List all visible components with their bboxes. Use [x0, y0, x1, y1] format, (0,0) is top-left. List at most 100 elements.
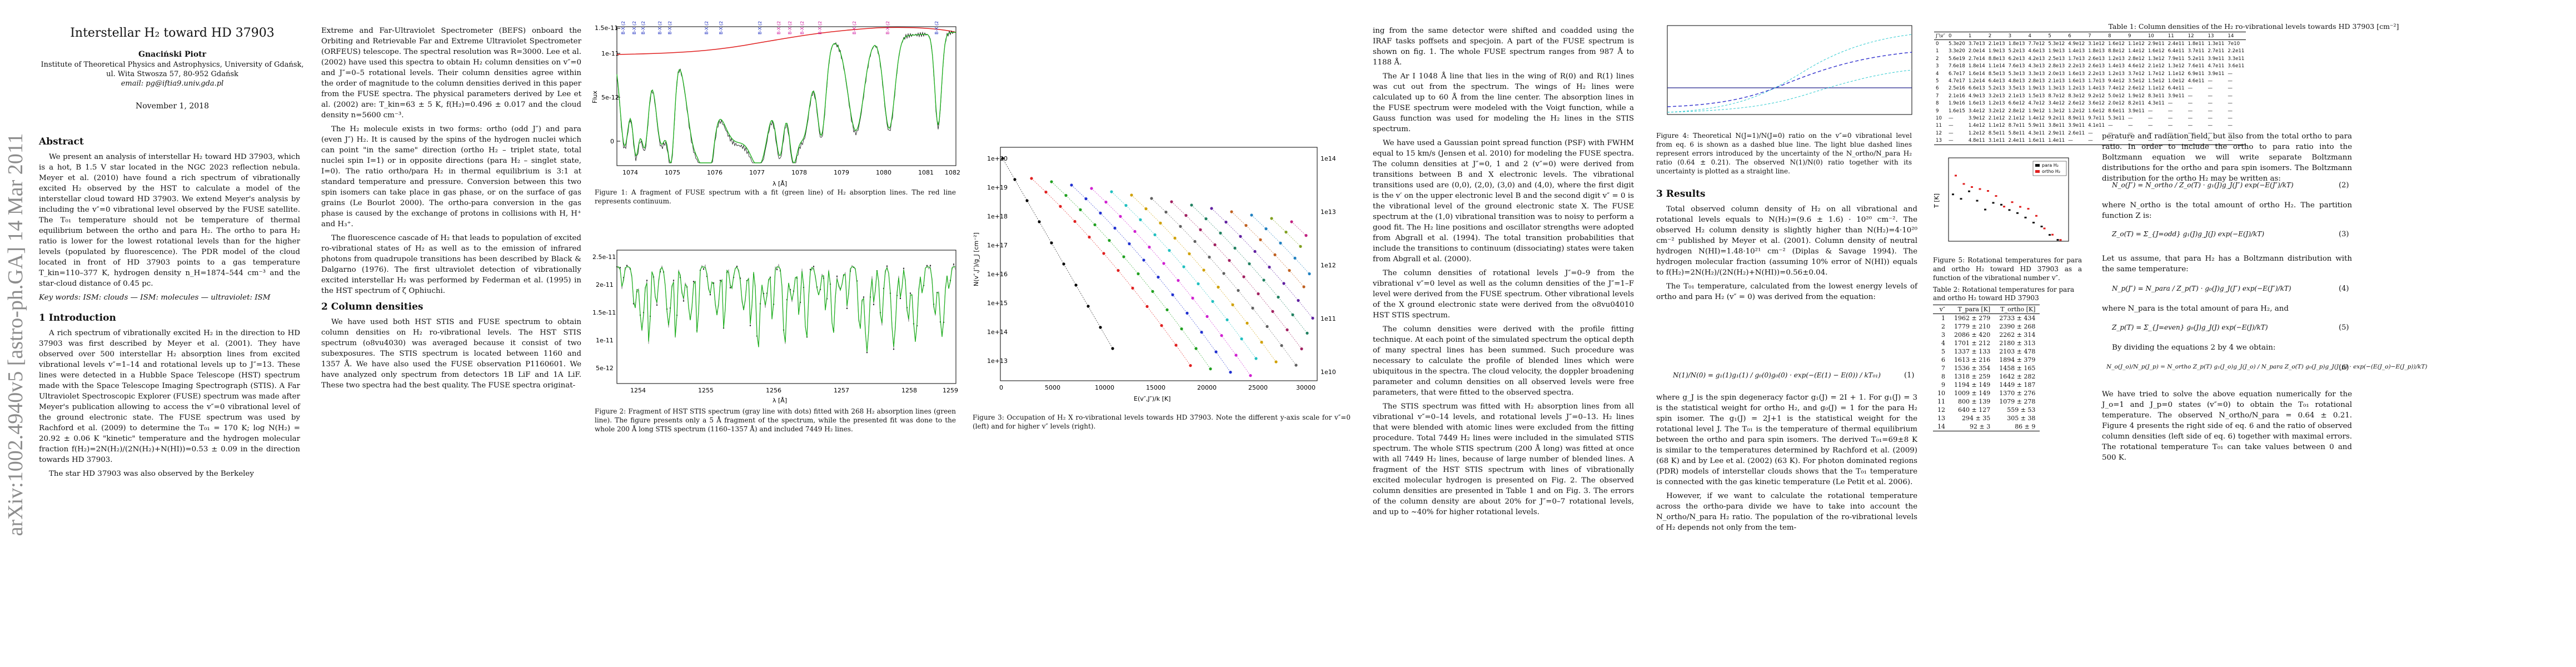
- paragraph: Extreme and Far-Ultraviolet Spectrometer…: [321, 27, 581, 120]
- table-1-cell: 2.1e16: [1948, 93, 1965, 99]
- level-point: [1087, 305, 1090, 308]
- y-tick-label: 2.5e-11: [592, 253, 616, 261]
- table-1-cell: —: [2226, 137, 2246, 145]
- level-point: [1219, 231, 1222, 235]
- paragraph: where g_J is the spin degeneracy factor …: [1656, 394, 1917, 486]
- table-1-cell: 2.5e13: [2048, 56, 2065, 62]
- occupation-series: [1001, 157, 1314, 377]
- plot-frame: [616, 26, 956, 166]
- level-point: [1090, 187, 1093, 190]
- level-series-line: [1131, 195, 1277, 362]
- y-tick-label: 1e+13: [987, 357, 1008, 365]
- data-point: [709, 294, 711, 296]
- table-1-cell: 3.3e20: [1948, 48, 1965, 54]
- level-point: [1249, 374, 1252, 377]
- x-axis-label: E(v″,J″)/k [K]: [1134, 395, 1170, 402]
- table-1-cell: 1: [1936, 48, 1939, 54]
- table-1-cell: —: [2228, 93, 2233, 99]
- y-axis-label: T [K]: [1934, 193, 1940, 208]
- table-1-cell: 7.6e13: [2008, 63, 2025, 69]
- table-2-header-cell: T_para [K]: [1950, 305, 1995, 314]
- data-point: [672, 280, 675, 281]
- level-point: [1088, 236, 1091, 239]
- table-1-cell: 5.2e13: [1988, 86, 2005, 92]
- line-label: B-X (2,0) P(3): [667, 21, 672, 34]
- table-1-header-cell: J″\v″: [1934, 31, 1947, 41]
- paragraph: The column densities were derived with t…: [1373, 325, 1634, 397]
- table-2-cell: 800 ± 139: [1958, 398, 1991, 405]
- table-row: 4 1701 ± 212 2180 ± 313: [1933, 339, 2040, 347]
- table-2-cell: 1779 ± 210: [1954, 323, 1991, 330]
- table-1-cell: —: [2186, 137, 2206, 145]
- level-point: [1122, 255, 1125, 258]
- plot-frame: [1000, 147, 1318, 381]
- x-tick-label: 1081: [918, 169, 934, 176]
- continuum-line: [616, 27, 956, 55]
- table-1-header-cell: 2: [1986, 31, 2007, 41]
- level-point: [1224, 221, 1228, 224]
- table-1-cell: 2.2e13: [2088, 71, 2105, 77]
- table-1-cell: 2.6e12: [2068, 101, 2085, 107]
- level-point: [1231, 303, 1234, 306]
- rotational-temperature-table: v″ T_para [K] T_ortho [K] 1 1962 ± 279 2733 ±…: [1933, 305, 2040, 431]
- level-point: [1099, 211, 1102, 215]
- table-1-cell: —: [2127, 123, 2133, 129]
- x-tick-label: 0: [999, 384, 1003, 391]
- table-1-header-cell: 3: [2006, 31, 2027, 41]
- table-2-cell: 1458 ± 165: [1999, 365, 2036, 372]
- level-point: [1254, 357, 1258, 360]
- table-2-cell: 9: [1941, 381, 1945, 389]
- table-1-cell: 4.9e12: [2068, 41, 2085, 47]
- column-5b: where g_J is the spin degeneracy factor …: [1656, 392, 1917, 536]
- table-1-cell: 4.9e13: [1968, 93, 1985, 99]
- temperature-mark: [2027, 208, 2030, 210]
- data-point: [646, 280, 648, 281]
- table-2-cell: 2: [1941, 323, 1945, 330]
- line-label: B-X (2,0) P(2): [788, 21, 793, 34]
- table-1-cell: —: [2127, 115, 2133, 121]
- level-point: [1293, 256, 1297, 260]
- table-row: 5 1337 ± 133 2103 ± 478: [1933, 347, 2040, 356]
- y-tick-label: 0: [610, 138, 614, 145]
- table-1-cell: 3.7e13: [1968, 41, 1985, 47]
- paragraph: We have tried to solve the above equatio…: [2102, 390, 2352, 462]
- table-1-cell: 1.9e12: [2127, 93, 2145, 99]
- table-1-cell: 8.6e11: [2108, 108, 2125, 114]
- level-series-line: [1002, 158, 1113, 349]
- y-tick-label: 1e+17: [987, 242, 1008, 249]
- level-point: [1282, 282, 1285, 285]
- temperature-mark: [2024, 216, 2027, 218]
- table-2-cell: 1536 ± 354: [1954, 365, 1991, 372]
- data-point: [866, 352, 868, 354]
- temperature-mark: [2032, 222, 2035, 223]
- table-1-cell: 1.5e13: [2028, 93, 2045, 99]
- data-point: [682, 300, 685, 302]
- fit-line: [616, 32, 956, 164]
- table-1-cell: 3.9e11: [2208, 56, 2225, 62]
- table-1-cell: 1.3e11: [2208, 41, 2225, 47]
- table-1-cell: 1.1e12: [2168, 71, 2185, 77]
- table-1-cell: —: [2208, 78, 2213, 84]
- data-point: [886, 265, 888, 267]
- table-1-cell: 4.2e13: [2028, 56, 2045, 62]
- table-1-header-cell: 5: [2046, 31, 2067, 41]
- table-1-cell: 3.6e11: [2228, 63, 2245, 69]
- table-1-cell: —: [2108, 130, 2113, 136]
- column-6b: where N_ortho is the total amount of ort…: [2102, 200, 2352, 225]
- paragraph: where N_ortho is the total amount of ort…: [2102, 201, 2352, 220]
- affiliation: Institute of Theoretical Physics and Ast…: [33, 60, 311, 88]
- table-1-cell: 1.9e16: [1948, 101, 1965, 107]
- level-point: [1240, 337, 1243, 341]
- level-point: [1079, 208, 1082, 211]
- table-row: 13—4.8e11 3.1e11 2.4e11 1.6e11 1.4e11— — — — — — —…: [1934, 137, 2246, 145]
- temperature-mark: [2011, 201, 2014, 203]
- level-point: [1311, 316, 1314, 320]
- table-2-cell: 1: [1941, 315, 1945, 322]
- table-1-header-cell: 9: [2126, 31, 2146, 41]
- column-6d: where N_para is the total amount of para…: [2102, 303, 2352, 317]
- email: email: pg@iftia9.univ.gda.pl: [121, 79, 224, 88]
- table-1-cell: 6.9e11: [2188, 71, 2205, 77]
- table-1-cell: 2.0e12: [2108, 101, 2125, 107]
- level-point: [1211, 300, 1214, 303]
- level-point: [1270, 217, 1273, 220]
